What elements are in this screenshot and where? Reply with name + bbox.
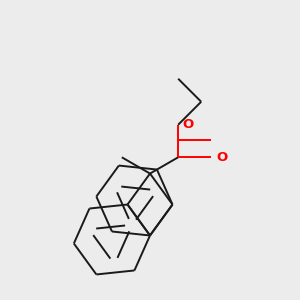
Text: O: O — [182, 118, 193, 131]
Text: O: O — [216, 151, 227, 164]
